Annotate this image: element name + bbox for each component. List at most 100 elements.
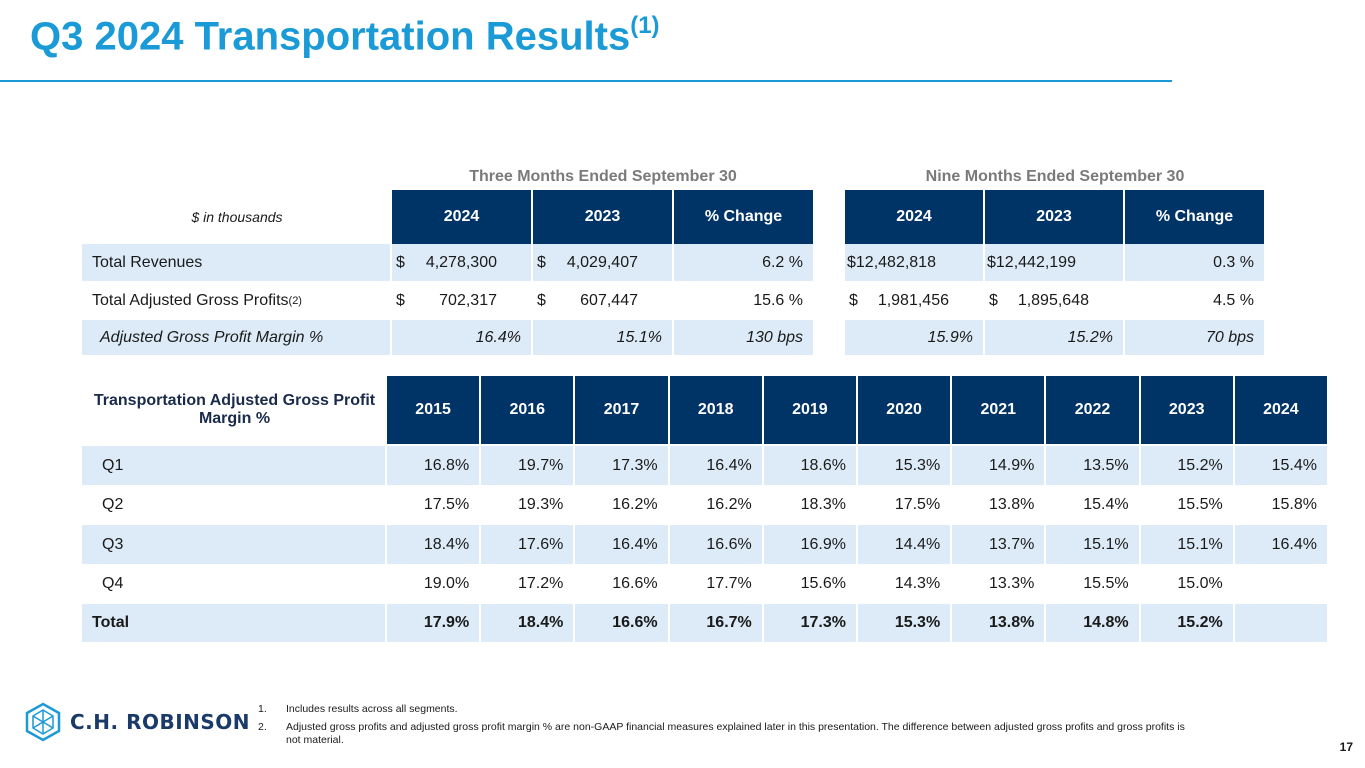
summary-cell: 15.6 %	[753, 291, 803, 309]
year-header-2023: 2023	[1140, 376, 1235, 444]
margin-row-label: Q4	[102, 575, 124, 592]
margin-cell: 14.4%	[858, 525, 951, 564]
cell-value: 1,895,648	[1017, 291, 1089, 309]
margin-cell: 16.6%	[575, 604, 668, 642]
margin-cell: 16.7%	[669, 604, 762, 642]
margin-cell	[1235, 564, 1327, 604]
margin-cell: 14.3%	[894, 575, 941, 592]
summary-cell: 15.9%	[845, 320, 983, 355]
margin-cell: 18.4%	[387, 525, 480, 564]
margin-cell: 19.7%	[481, 446, 574, 485]
summary-cell: $4,029,407	[533, 244, 672, 281]
summary-cell: 4.5 %	[1213, 291, 1254, 309]
year-header-2018: 2018	[669, 376, 764, 444]
logo-text: C.H. ROBINSON	[70, 710, 251, 734]
margin-cell: 17.3%	[575, 446, 668, 485]
margin-cell: 15.1%	[1046, 525, 1139, 564]
margin-cell: 17.5%	[423, 496, 470, 513]
summary-cell: $12,482,818	[845, 244, 983, 281]
cell-value: 607,447	[580, 291, 638, 309]
summary-header-6: % Change	[1125, 190, 1266, 244]
margin-cell: 18.4%	[481, 604, 574, 642]
summary-header-5: 2023	[985, 190, 1125, 244]
margin-cell: 17.6%	[481, 525, 574, 564]
margin-row-label: Q1	[82, 446, 385, 485]
margin-row-label: Q2	[102, 496, 124, 513]
row-label-text: Total Revenues	[92, 253, 203, 271]
margin-cell: 16.6%	[669, 525, 762, 564]
margin-cell: 13.5%	[1046, 446, 1139, 485]
margin-cell: 14.9%	[952, 446, 1045, 485]
summary-header-2: 2023	[533, 190, 674, 244]
summary-row-label: Total Revenues	[82, 244, 390, 281]
margin-cell: 15.5%	[1083, 575, 1129, 592]
page-title: Q3 2024 Transportation Results(1)	[30, 12, 660, 59]
currency-sign: $	[396, 253, 405, 271]
margin-cell: 13.7%	[952, 525, 1045, 564]
margin-cell: 16.4%	[1234, 525, 1327, 564]
margin-cell: 17.5%	[894, 496, 941, 513]
margin-cell: 13.3%	[989, 575, 1035, 592]
margin-cell: 16.2%	[612, 496, 658, 513]
margin-cell: 16.4%	[575, 525, 668, 564]
margin-cell: 18.3%	[800, 496, 846, 513]
page-number: 17	[1339, 740, 1353, 754]
margin-cell: 15.0%	[1177, 575, 1223, 592]
robinson-logo-icon	[25, 702, 61, 742]
currency-sign: $	[537, 253, 546, 271]
cell-value: 1,981,456	[877, 291, 949, 309]
margin-cell: 15.3%	[858, 446, 951, 485]
margin-cell: 15.6%	[800, 575, 846, 592]
margin-cell: 17.9%	[387, 604, 480, 642]
year-header-2017: 2017	[575, 376, 670, 444]
year-header-2019: 2019	[763, 376, 858, 444]
summary-cell: $12,442,199	[985, 244, 1123, 281]
currency-sign: $	[849, 291, 858, 309]
summary-cell: 70 bps	[1125, 320, 1264, 355]
summary-cell: 16.4%	[392, 320, 531, 355]
company-logo: C.H. ROBINSON	[24, 702, 250, 742]
cell-value: 4,029,407	[566, 253, 638, 271]
year-header-2022: 2022	[1046, 376, 1141, 444]
margin-cell: 16.6%	[612, 575, 658, 592]
margin-cell: 15.5%	[1177, 496, 1223, 513]
margin-cell: 13.8%	[952, 604, 1045, 642]
margin-cell: 15.1%	[1140, 525, 1233, 564]
margin-cell: 15.2%	[1140, 604, 1233, 642]
margin-table-corner: Transportation Adjusted Gross Profit Mar…	[93, 392, 376, 427]
group-header-nine-months: Nine Months Ended September 30	[925, 168, 1185, 185]
footnotes: 1. Includes results across all segments.…	[258, 703, 1198, 752]
summary-cell: 15.1%	[533, 320, 672, 355]
summary-cell: 130 bps	[674, 320, 813, 355]
margin-cell: 16.4%	[669, 446, 762, 485]
margin-cell: 15.4%	[1083, 496, 1129, 513]
summary-row-label: Adjusted Gross Profit Margin %	[82, 320, 390, 355]
title-divider	[0, 80, 1172, 82]
footnote-2: 2. Adjusted gross profits and adjusted g…	[258, 721, 1185, 746]
summary-cell: $4,278,300	[392, 244, 531, 281]
margin-cell: 18.6%	[763, 446, 856, 485]
summary-header-1: 2024	[392, 190, 533, 244]
summary-cell: $702,317	[392, 282, 531, 319]
margin-cell: 15.4%	[1234, 446, 1327, 485]
footnote-1: 1. Includes results across all segments.	[258, 703, 458, 715]
year-header-2015: 2015	[387, 376, 482, 444]
year-header-2020: 2020	[858, 376, 953, 444]
year-header-2021: 2021	[952, 376, 1047, 444]
group-header-three-months: Three Months Ended September 30	[469, 168, 737, 185]
summary-row-label: Total Adjusted Gross Profits (2)	[82, 282, 390, 319]
row-label-text: Total Adjusted Gross Profits	[92, 291, 289, 309]
label-superscript: (2)	[288, 294, 302, 307]
summary-cell: 0.3 %	[1125, 244, 1264, 281]
margin-cell: 19.0%	[423, 575, 470, 592]
summary-header-3: % Change	[674, 190, 815, 244]
margin-cell: 16.8%	[387, 446, 480, 485]
currency-sign: $	[396, 291, 405, 309]
summary-cell: $607,447	[533, 282, 672, 319]
year-header-2024: 2024	[1234, 376, 1329, 444]
margin-cell: 19.3%	[518, 496, 564, 513]
summary-cell: 15.2%	[985, 320, 1123, 355]
margin-cell: 17.2%	[518, 575, 564, 592]
row-label-text: Adjusted Gross Profit Margin %	[100, 328, 324, 346]
margin-cell: 15.8%	[1271, 496, 1317, 513]
